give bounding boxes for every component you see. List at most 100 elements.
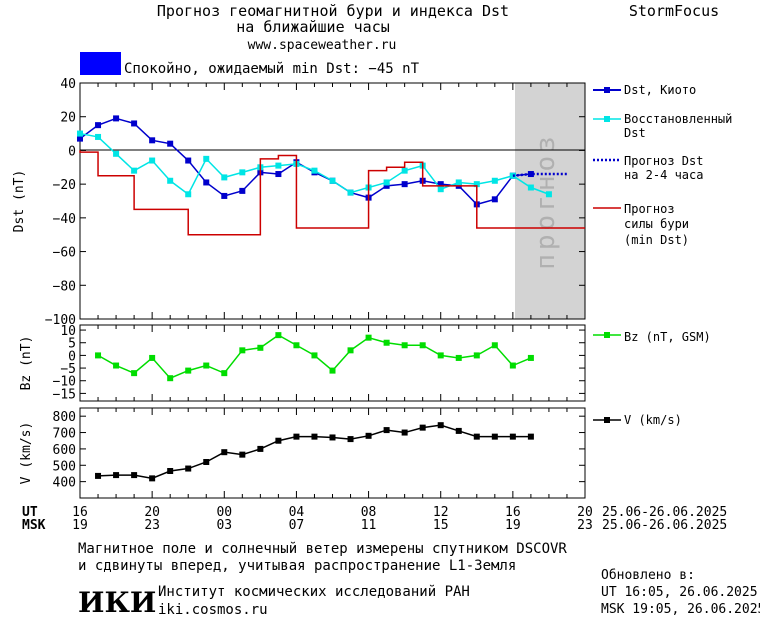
dst-ytick-label: −40: [53, 212, 76, 227]
legend-bz: Bz (nT, GSM): [593, 330, 711, 344]
bz-series-0-point: [167, 375, 174, 382]
msk-tick-label: 19: [505, 518, 521, 533]
dst-series-0-point: [239, 187, 246, 194]
v-series-0-point: [419, 424, 426, 431]
bz-ytick-label: −15: [53, 387, 76, 402]
dst-series-0-point: [113, 115, 120, 122]
msk-tick-label: 19: [72, 518, 88, 533]
msk-tick-label: 23: [144, 518, 160, 533]
status-swatch: [80, 52, 121, 75]
msk-tick-label: 07: [289, 518, 305, 533]
dst-series-1-point: [77, 130, 83, 137]
legend-dst-kyoto: Dst, Киото: [593, 83, 696, 97]
v-axes-frame: [79, 407, 586, 499]
v-series-layer: [95, 422, 534, 482]
ut-date-range: 25.06-26.06.2025: [602, 505, 727, 520]
bz-ytick-label: 5: [68, 337, 76, 352]
dst-y-ticks: 40 20 0 −20 −40 −60 −80 −100: [45, 77, 586, 328]
dst-series-1-point: [329, 177, 336, 184]
legend-forecast-dst: Прогноз Dst на 2-4 часа: [593, 154, 703, 182]
dst-series-1-point: [95, 133, 102, 140]
bz-y-axis-label: Bz (nT): [19, 336, 34, 391]
bz-series-0-point: [365, 334, 372, 341]
dst-series-0-point: [185, 157, 192, 164]
legend-v-label: V (km/s): [624, 413, 682, 427]
bz-series-0-point: [473, 352, 480, 359]
legend-storm-label-2: силы бури: [624, 217, 689, 231]
dst-series-layer: [77, 115, 585, 236]
bz-series-0-point: [491, 342, 498, 349]
legend-restored-marker: [604, 116, 610, 122]
bz-series-0-point: [509, 362, 516, 369]
legend-v: V (km/s): [593, 413, 682, 427]
dst-series-1-point: [455, 179, 462, 186]
v-series-0-point: [131, 472, 138, 479]
msk-tick-label: 23: [577, 518, 593, 533]
institute-site[interactable]: iki.cosmos.ru: [158, 602, 268, 618]
legend-restored-label-2: Dst: [624, 126, 646, 140]
ut-tick-label: 12: [433, 505, 449, 520]
bz-series-0-point: [329, 367, 336, 374]
v-series-0-point: [293, 433, 300, 440]
dst-series-1-point: [545, 191, 552, 198]
dst-series-0-point: [167, 140, 174, 147]
v-series-0-point: [149, 475, 156, 482]
dst-series-1-point: [473, 181, 480, 188]
bz-series-0-point: [383, 339, 390, 346]
v-series-0-point: [383, 427, 390, 434]
dst-ytick-label: 20: [60, 111, 76, 126]
dst-axes-frame: [79, 82, 586, 320]
v-series-0-point: [113, 472, 120, 479]
site-url[interactable]: www.spaceweather.ru: [248, 38, 397, 53]
dst-series-1-point: [167, 177, 174, 184]
v-series-0-point: [95, 472, 102, 479]
dst-series-0-point: [491, 196, 498, 203]
bz-ytick-label: −10: [53, 375, 76, 390]
dst-panel: прогноз 40 20 0 −20 −40 −60 −80 −100 Dst (nT): [12, 77, 586, 328]
v-series-0-point: [527, 433, 534, 440]
dst-series-1-point: [383, 179, 390, 186]
bz-series-0-point: [131, 370, 138, 377]
msk-tick-label: 15: [433, 518, 449, 533]
v-ytick-label: 700: [53, 427, 76, 442]
dst-series-1-point: [347, 189, 354, 196]
dst-series-0-point: [527, 171, 534, 178]
bz-series-0-point: [257, 344, 264, 351]
dst-series-0-point: [95, 122, 102, 129]
updated-label: Обновлено в:: [601, 568, 695, 583]
bz-series-0-point: [293, 342, 300, 349]
dst-series-0-point: [383, 182, 390, 189]
v-series-0-point: [203, 459, 210, 465]
legend-restored-dst: Восстановленный Dst: [593, 112, 732, 140]
dst-series-0-point: [77, 135, 83, 142]
dst-series-0-point: [401, 181, 408, 188]
v-series-0-line: [98, 424, 531, 480]
v-series-0-point: [311, 433, 318, 440]
v-ytick-label: 400: [53, 476, 76, 491]
legend-forecast-label-2: на 2-4 часа: [624, 168, 703, 182]
legend-dst-kyoto-label: Dst, Киото: [624, 83, 696, 97]
v-series-0-point: [347, 436, 354, 443]
dst-series-1-point: [401, 167, 408, 174]
status-text: Спокойно, ожидаемый min Dst: −45 nT: [124, 61, 420, 77]
ut-tick-label: 20: [144, 505, 160, 520]
bz-series-0-point: [113, 362, 120, 369]
dst-ytick-label: −20: [53, 178, 76, 193]
legend-dst-kyoto-marker: [604, 87, 610, 93]
legend: Dst, Киото Восстановленный Dst Прогноз D…: [593, 83, 732, 427]
dst-series-0-point: [149, 137, 156, 144]
dst-series-1-point: [185, 191, 192, 198]
dst-series-0-point: [203, 179, 210, 186]
bz-series-0-point: [221, 370, 228, 377]
legend-bz-label: Bz (nT, GSM): [624, 330, 711, 344]
updated-ut: UT 16:05, 26.06.2025: [601, 585, 758, 600]
dst-series-1-point: [131, 167, 138, 174]
v-series-0-point: [491, 433, 498, 440]
legend-v-marker: [604, 417, 610, 423]
dst-series-0-point: [131, 120, 138, 127]
